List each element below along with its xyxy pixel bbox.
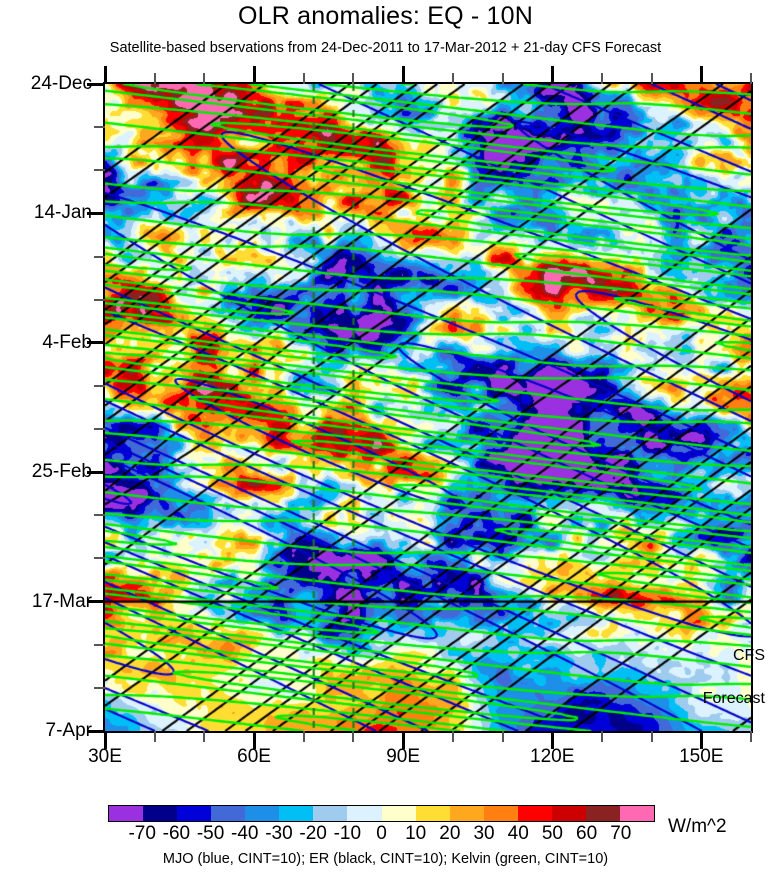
x-axis-minor-tick [153, 731, 156, 742]
x-axis-major-tick [103, 731, 107, 749]
colorbar-swatch [619, 806, 654, 821]
colorbar-tick-label: -40 [231, 823, 259, 844]
colorbar-swatch [109, 806, 144, 821]
x-axis-minor-tick [352, 731, 355, 742]
colorbar-swatch [585, 806, 620, 821]
colorbar-swatch [347, 806, 382, 821]
colorbar-tick-label: 70 [610, 823, 632, 844]
y-axis-label: 7-Apr [45, 720, 92, 741]
x-axis-minor-tick-top [352, 73, 355, 84]
colorbar-tick-label: 30 [473, 823, 495, 844]
y-axis-label: 4-Feb [42, 331, 92, 353]
colorbar-tick-label: 20 [439, 823, 461, 844]
x-axis-minor-tick-top [153, 73, 156, 84]
colorbar-swatch [483, 806, 518, 821]
y-axis-minor-tick [94, 514, 105, 517]
x-axis-label: 120E [530, 746, 575, 767]
x-axis-minor-tick [650, 731, 653, 742]
cfs-forecast-label-line2: Forecast [702, 690, 765, 708]
x-axis-minor-tick [302, 731, 305, 742]
contour-legend-footer: MJO (blue, CINT=10); ER (black, CINT=10)… [162, 851, 609, 867]
y-axis-major-tick [87, 211, 105, 215]
colorbar-swatch [177, 806, 212, 821]
x-axis-minor-tick-top [750, 73, 752, 84]
colorbar-swatch [143, 806, 178, 821]
colorbar-swatch [313, 806, 348, 821]
colorbar-swatch [211, 806, 246, 821]
x-axis-minor-tick-top [451, 73, 454, 84]
x-axis-major-tick-top [401, 66, 405, 84]
x-axis-label: 150E [679, 746, 724, 767]
x-axis-minor-tick [203, 731, 206, 742]
y-axis-label: 25-Feb [31, 461, 92, 483]
x-axis-minor-tick [501, 731, 504, 742]
x-axis-minor-tick-top [203, 73, 206, 84]
x-axis-minor-tick [600, 731, 603, 742]
x-axis-major-tick [699, 731, 703, 749]
y-axis-label: 24-Dec [30, 73, 92, 94]
y-axis-minor-tick [94, 126, 105, 129]
x-axis-major-tick-top [103, 66, 107, 84]
colorbar-tick-label: -20 [299, 823, 327, 844]
cfs-forecast-label-line1: CFS [733, 647, 765, 665]
colorbar-tick-label: 10 [405, 823, 427, 844]
colorbar-swatch [415, 806, 450, 821]
y-axis-major-tick [87, 600, 105, 604]
colorbar-tick-label: 40 [507, 823, 529, 844]
y-axis-minor-tick [94, 384, 105, 387]
y-axis-minor-tick [94, 557, 105, 560]
x-axis-major-tick [550, 731, 554, 749]
y-axis-major-tick [87, 82, 105, 86]
y-axis-label: 17-Mar [31, 590, 92, 612]
colorbar-swatch [245, 806, 280, 821]
x-axis-major-tick-top [252, 66, 256, 84]
colorbar-swatch [381, 806, 416, 821]
x-axis-minor-tick-top [302, 73, 305, 84]
y-axis-minor-tick [94, 643, 105, 646]
colorbar-tick-label: -10 [333, 823, 362, 844]
colorbar-tick-label: 50 [541, 823, 564, 844]
hovmoller-plot-area [103, 82, 753, 733]
colorbar-tick-label: 0 [376, 823, 387, 844]
colorbar-units-label: W/m^2 [668, 816, 727, 837]
colorbar-tick-label: -30 [265, 823, 293, 844]
page-title: OLR anomalies: EQ - 10N [238, 2, 533, 30]
y-axis-major-tick [87, 729, 105, 733]
y-axis-minor-tick [94, 298, 105, 301]
x-axis-minor-tick-top [600, 73, 603, 84]
x-axis-minor-tick [451, 731, 454, 742]
x-axis-minor-tick-top [501, 73, 504, 84]
colorbar-swatch [517, 806, 552, 821]
colorbar-tick-label: -60 [162, 823, 191, 844]
x-axis-label: 30E [88, 746, 122, 767]
x-axis-major-tick [252, 731, 256, 749]
y-axis-minor-tick [94, 428, 105, 431]
x-axis-major-tick-top [550, 66, 554, 84]
x-axis-major-tick [401, 731, 405, 749]
x-axis-label: 60E [237, 746, 271, 767]
colorbar-swatch [449, 806, 484, 821]
colorbar-tick-label: -50 [196, 823, 225, 844]
colorbar-swatch [279, 806, 314, 821]
y-axis-label: 14-Jan [33, 202, 92, 224]
colorbar [108, 805, 655, 822]
y-axis-major-tick [87, 341, 105, 345]
colorbar-tick-label: -70 [128, 823, 156, 844]
colorbar-tick-label: 60 [576, 823, 598, 844]
page-subtitle: Satellite-based bservations from 24-Dec-… [109, 40, 662, 56]
x-axis-label: 90E [386, 746, 421, 767]
y-axis-minor-tick [94, 255, 105, 258]
colorbar-swatch [551, 806, 586, 821]
olr-anomaly-field [105, 84, 751, 731]
x-axis-major-tick-top [699, 66, 703, 84]
y-axis-major-tick [87, 470, 105, 474]
x-axis-minor-tick-top [650, 73, 653, 84]
y-axis-minor-tick [94, 686, 105, 689]
x-axis-minor-tick [750, 731, 752, 742]
y-axis-minor-tick [94, 169, 105, 172]
